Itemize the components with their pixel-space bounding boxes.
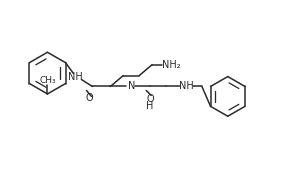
Text: O: O (86, 93, 93, 103)
Text: CH₃: CH₃ (39, 76, 56, 84)
Text: NH: NH (68, 71, 83, 82)
Text: NH: NH (179, 81, 193, 91)
Text: H: H (147, 101, 154, 111)
Text: N: N (128, 81, 135, 91)
Text: NH₂: NH₂ (162, 60, 180, 70)
Text: O: O (146, 94, 154, 104)
